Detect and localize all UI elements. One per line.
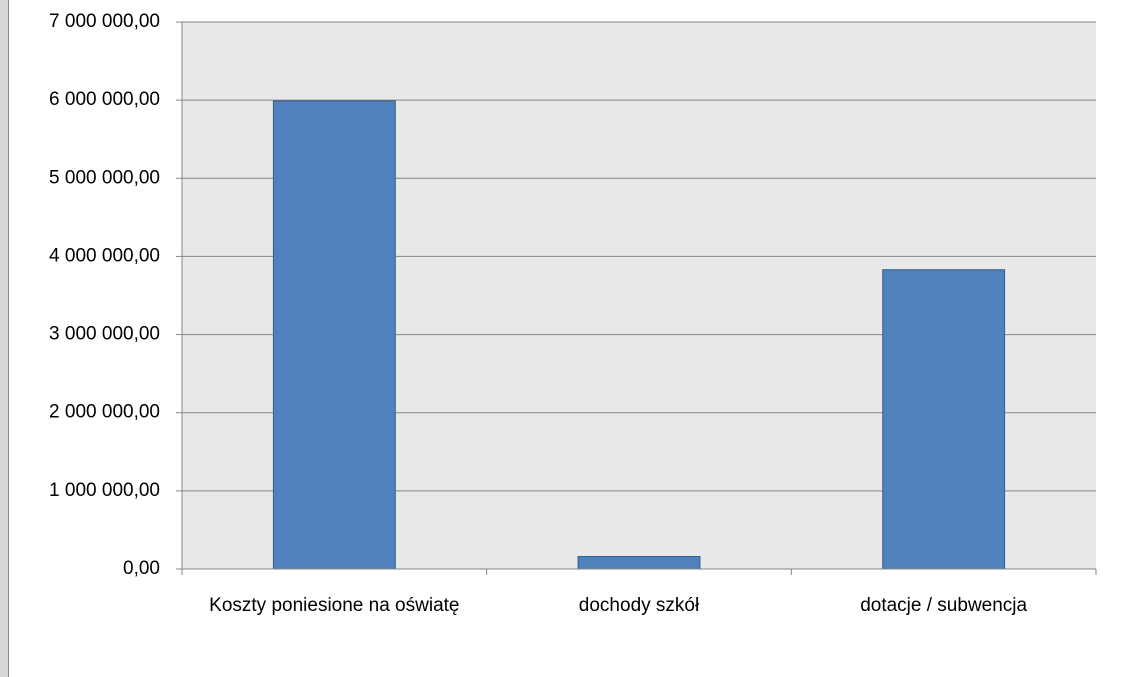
y-tick-label: 0,00 — [123, 558, 160, 579]
left-edge — [0, 0, 8, 677]
y-tick-label: 5 000 000,00 — [49, 167, 160, 188]
y-tick-label: 6 000 000,00 — [49, 89, 160, 110]
y-tick-label: 7 000 000,00 — [49, 11, 160, 32]
bar — [577, 555, 701, 570]
y-tick-label: 2 000 000,00 — [49, 402, 160, 423]
x-tick-label: dotacje / subwencja — [860, 595, 1028, 616]
x-tick-label: dochody szkół — [578, 595, 700, 616]
y-tick-label: 3 000 000,00 — [49, 324, 160, 345]
x-tick-label: Koszty poniesione na oświatę — [209, 595, 460, 616]
bar — [882, 269, 1006, 570]
y-tick-label: 1 000 000,00 — [49, 480, 160, 501]
y-tick-label: 4 000 000,00 — [49, 245, 160, 266]
bar — [272, 100, 396, 570]
